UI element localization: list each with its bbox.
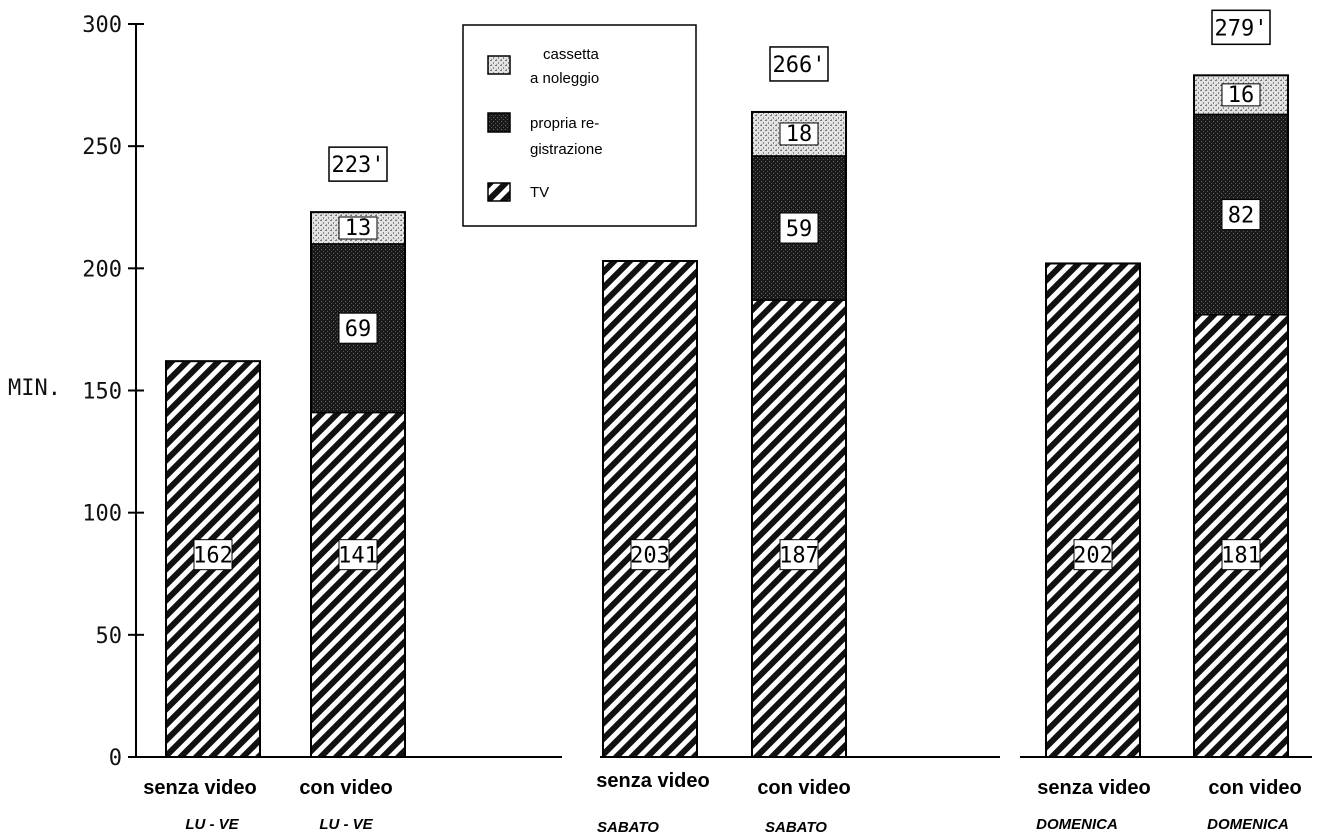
segment-label-4-propria: 59 (786, 217, 813, 242)
legend: cassetta a noleggio propria re- gistrazi… (462, 24, 697, 227)
legend-label-cassetta-2: a noleggio (530, 70, 599, 87)
bar-6-tv (1193, 314, 1289, 758)
total-label-4: 266' (773, 53, 826, 78)
segment-label-4-cassetta: 18 (786, 122, 813, 147)
segment-label-box-4-tv (779, 539, 819, 571)
y-tick-label-100: 100 (82, 502, 122, 527)
segment-label-box-2-cassetta (338, 216, 378, 240)
legend-swatch-tv (487, 182, 511, 202)
bar-1-outline (165, 360, 261, 758)
segment-label-box-4-propria (779, 212, 819, 244)
segment-label-box-2-tv (338, 539, 378, 571)
y-tick-label-50: 50 (96, 624, 123, 649)
segment-label-box-6-tv (1221, 539, 1261, 571)
segment-label-box-1-tv (193, 539, 233, 571)
total-label-2: 223' (332, 153, 385, 178)
segment-label-box-5-tv (1073, 539, 1113, 571)
x-label-sub-3: SABATO (597, 819, 659, 836)
total-label-box-2 (328, 146, 388, 182)
bar-3-tv (602, 260, 698, 758)
y-ticks: 0 50 100 150 200 250 300 (82, 13, 144, 771)
segment-label-box-2-propria (338, 312, 378, 344)
total-label-6: 279' (1215, 16, 1268, 41)
segment-label-2-propria: 69 (345, 317, 372, 342)
bar-5-outline (1045, 262, 1141, 758)
bar-6-outline (1193, 74, 1289, 758)
x-label-main-2: con video (299, 777, 392, 799)
segment-label-box-4-cassetta (779, 122, 819, 146)
segment-label-2-cassetta: 13 (345, 216, 372, 241)
y-axis-label: MIN. (8, 376, 61, 401)
x-label-sub-2: LU - VE (319, 816, 373, 833)
x-label-main-5: senza video (1037, 777, 1150, 799)
segment-label-6-propria: 82 (1228, 204, 1255, 229)
x-label-main-6: con video (1208, 777, 1301, 799)
x-label-sub-4: SABATO (765, 819, 827, 836)
segment-label-2-tv: 141 (338, 544, 378, 569)
legend-label-cassetta-1: cassetta (543, 46, 600, 63)
segment-label-box-3-tv (630, 539, 670, 571)
x-labels: senza video LU - VE con video LU - VE senza … (143, 770, 1301, 836)
segment-label-box-6-propria (1221, 199, 1261, 231)
segment-label-6-tv: 181 (1221, 544, 1261, 569)
x-label-sub-5: DOMENICA (1036, 816, 1118, 833)
segment-label-1-tv: 162 (193, 544, 233, 569)
bar-4-tv (751, 299, 847, 758)
total-label-box-4 (769, 46, 829, 82)
y-tick-label-150: 150 (82, 380, 122, 405)
bar-2-tv (310, 411, 406, 758)
bar-5-tv (1045, 262, 1141, 758)
bars: 162 141 69 13 223' 203 187 59 18 266' 202 181 82 16 27… (165, 9, 1289, 759)
bar-4-outline (751, 110, 847, 758)
legend-label-tv: TV (530, 184, 549, 201)
y-tick-label-250: 250 (82, 135, 122, 160)
legend-swatch-propria (487, 112, 511, 133)
legend-label-propria-2: gistrazione (530, 141, 603, 158)
x-label-main-1: senza video (143, 777, 256, 799)
total-label-box-6 (1211, 9, 1271, 46)
bar-3-outline (602, 260, 698, 758)
segment-label-box-6-cassetta (1221, 83, 1261, 107)
x-label-sub-1: LU - VE (185, 816, 239, 833)
y-tick-label-0: 0 (109, 746, 122, 771)
segment-label-3-tv: 203 (630, 544, 670, 569)
x-label-main-3: senza video (596, 770, 709, 792)
segment-label-6-cassetta: 16 (1228, 83, 1255, 108)
legend-swatch-cassetta (487, 55, 511, 75)
bar-2-outline (310, 211, 406, 759)
x-label-main-4: con video (757, 777, 850, 799)
x-label-sub-6: DOMENICA (1207, 816, 1289, 833)
segment-label-4-tv: 187 (779, 544, 819, 569)
y-tick-label-300: 300 (82, 13, 122, 38)
segment-label-5-tv: 202 (1073, 544, 1113, 569)
legend-label-propria-1: propria re- (530, 115, 599, 132)
y-tick-label-200: 200 (82, 257, 122, 282)
